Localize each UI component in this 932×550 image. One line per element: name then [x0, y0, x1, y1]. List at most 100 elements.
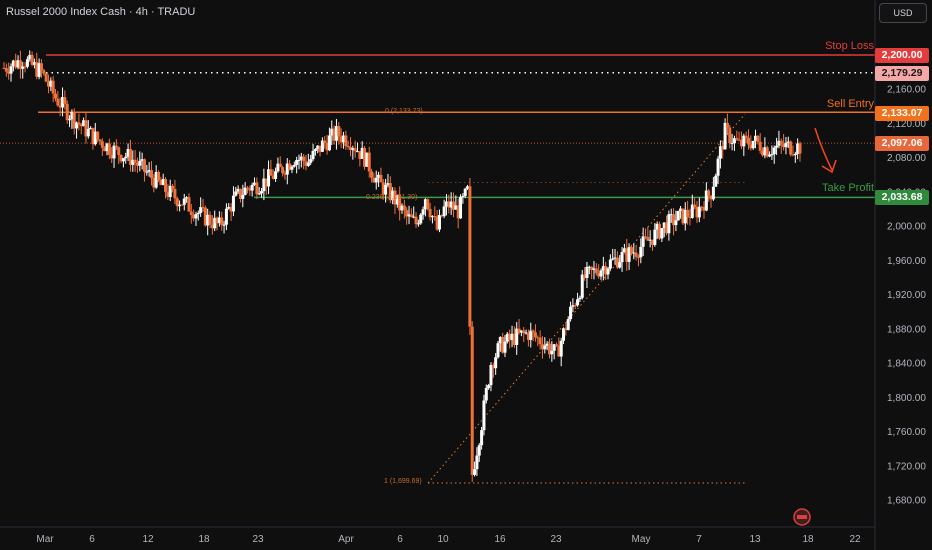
candle-body — [28, 54, 32, 60]
candle-body — [573, 305, 577, 307]
candle-body — [517, 328, 521, 333]
candle-body — [7, 71, 11, 74]
candle-body — [622, 248, 626, 253]
candle-body — [475, 455, 479, 470]
candle-body — [159, 180, 163, 185]
candle-body — [168, 185, 172, 197]
fib-trend-line — [427, 113, 746, 484]
candle-body — [634, 252, 638, 257]
candle-body — [667, 214, 671, 234]
candle-body — [49, 80, 53, 87]
candle-body — [426, 199, 430, 209]
x-tick-label: 6 — [89, 534, 95, 545]
candle-body — [103, 147, 107, 152]
candle-body — [142, 159, 146, 172]
candle-body — [206, 214, 210, 226]
candle-body — [107, 143, 111, 155]
candle-body — [639, 246, 643, 258]
candle-body — [346, 145, 350, 148]
candle-body — [271, 175, 275, 179]
candle-body — [16, 60, 20, 68]
candle-body — [149, 170, 153, 179]
candle-body — [498, 337, 502, 344]
candle-body — [679, 208, 683, 212]
y-tick-label: 1,800.00 — [887, 393, 926, 404]
candle-body — [559, 340, 563, 357]
chart-title: Russel 2000 Index Cash · 4h · TRADU — [6, 6, 196, 18]
candle-body — [32, 62, 36, 65]
candle-body — [583, 274, 587, 278]
candle-body — [585, 266, 589, 278]
candle-body — [524, 332, 528, 334]
candle-body — [751, 140, 755, 149]
candle-body — [536, 337, 540, 339]
x-tick-label: 6 — [397, 534, 403, 545]
candle-body — [100, 141, 104, 148]
candle-body — [480, 430, 484, 446]
candle-body — [704, 190, 708, 211]
candle-body — [281, 167, 285, 174]
candle-body — [775, 145, 779, 148]
candle-body — [379, 174, 383, 183]
candle-body — [35, 62, 39, 77]
candle-body — [739, 139, 743, 147]
candle-body — [138, 160, 142, 166]
candle-body — [112, 145, 116, 159]
candle-body — [363, 147, 367, 167]
y-tick-label: 1,920.00 — [887, 290, 926, 301]
candle-body — [646, 236, 650, 241]
x-tick-label: Apr — [338, 534, 354, 545]
candle-body — [789, 141, 793, 155]
candle-body — [320, 140, 324, 152]
candle-body — [278, 163, 282, 168]
candle-body — [398, 194, 402, 211]
candle-body — [688, 216, 692, 218]
current-price-tag: 2,097.06 — [875, 136, 929, 151]
candle-body — [4, 68, 8, 72]
candle-body — [538, 337, 542, 345]
candle-body — [313, 149, 317, 151]
candle-body — [63, 96, 67, 104]
candle-body — [531, 330, 535, 333]
currency-button[interactable]: USD — [879, 3, 927, 23]
candle-body — [133, 159, 137, 163]
candle-body — [482, 400, 486, 431]
candle-body — [194, 214, 198, 219]
candle-body — [765, 147, 769, 157]
candle-body — [686, 209, 690, 217]
reference-price-tag: 2,179.29 — [875, 66, 929, 81]
candle-body — [580, 274, 584, 298]
candle-body — [730, 142, 734, 144]
candle-body — [746, 137, 750, 145]
candle-body — [716, 158, 720, 176]
candle-body — [367, 152, 371, 172]
candle-body — [14, 60, 18, 68]
candle-body — [693, 204, 697, 208]
candle-body — [761, 150, 765, 156]
take-profit-price-tag: 2,033.68 — [875, 190, 929, 205]
candle-body — [285, 163, 289, 175]
candle-body — [459, 196, 463, 219]
candle-body — [452, 201, 456, 210]
candle-body — [283, 173, 287, 175]
candle-body — [777, 140, 781, 146]
candle-body — [161, 178, 165, 185]
candle-body — [414, 216, 418, 225]
candle-body — [501, 337, 505, 353]
candle-body — [412, 216, 416, 218]
y-tick-label: 1,720.00 — [887, 461, 926, 472]
candle-body — [714, 175, 718, 187]
candle-body — [522, 330, 526, 334]
candle-body — [374, 177, 378, 183]
candle-body — [297, 159, 301, 161]
candle-body — [742, 135, 746, 147]
candle-body — [54, 93, 58, 99]
candle-body — [166, 191, 170, 197]
candle-body — [290, 166, 294, 170]
candle-body — [444, 201, 448, 207]
x-tick-label: 13 — [749, 534, 761, 545]
candle-body — [735, 138, 739, 140]
candle-body — [82, 120, 86, 127]
candle-body — [782, 143, 786, 148]
